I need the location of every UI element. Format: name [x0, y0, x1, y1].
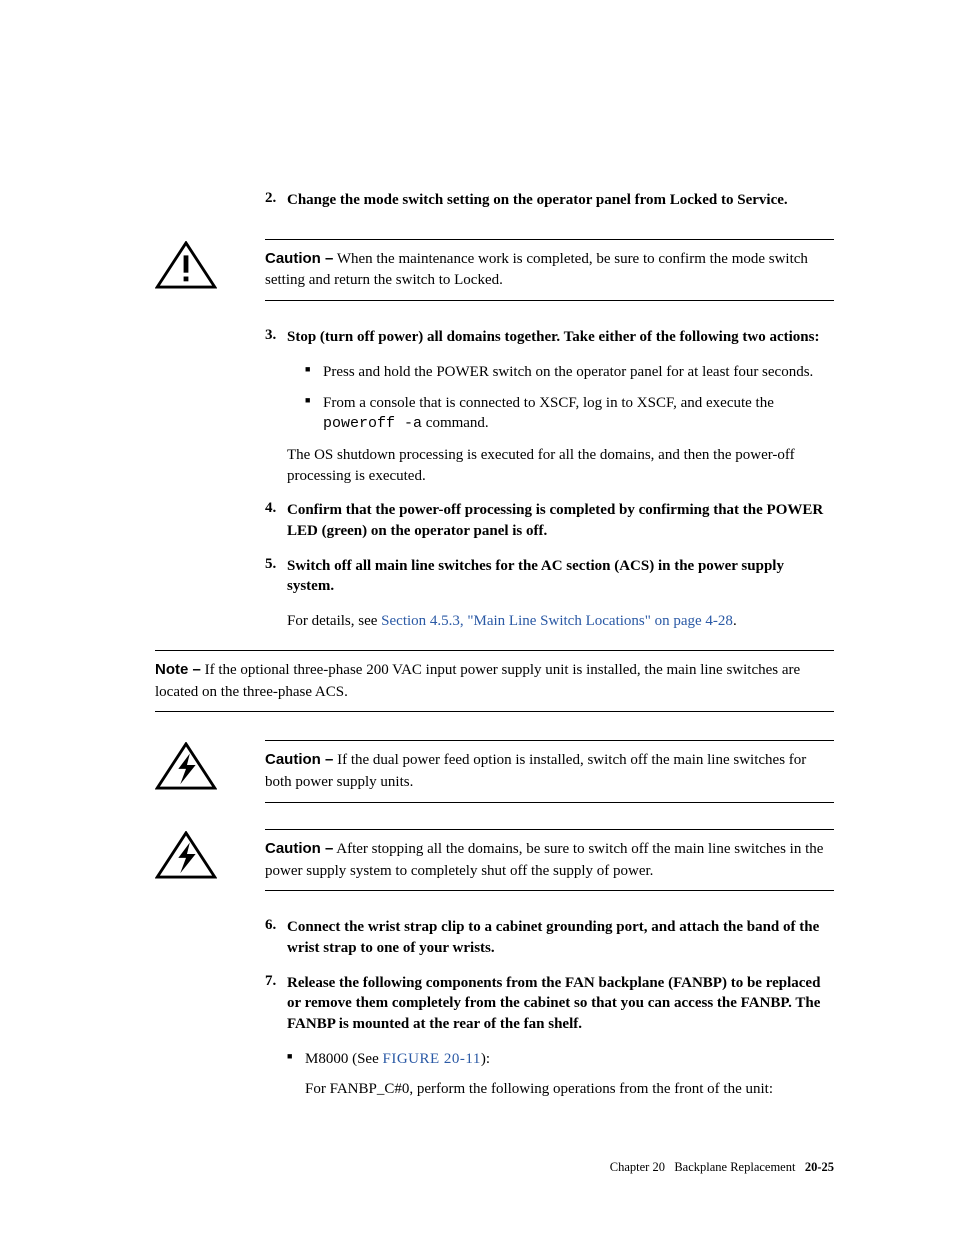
list-item: From a console that is connected to XSCF… [305, 393, 834, 435]
caution-body: Caution – If the dual power feed option … [265, 749, 834, 794]
step-number: 3. [265, 327, 287, 348]
step-number: 6. [265, 917, 287, 958]
list-item: Press and hold the POWER switch on the o… [305, 362, 834, 383]
step-6: 6. Connect the wrist strap clip to a cab… [265, 917, 834, 958]
step-number: 7. [265, 973, 287, 1035]
text: ): [481, 1051, 490, 1067]
caution-box-2: Caution – If the dual power feed option … [155, 740, 834, 803]
step-text: Switch off all main line switches for th… [287, 556, 834, 597]
footer-page: 20-25 [805, 1160, 834, 1174]
note-label: Note – [155, 661, 201, 678]
command-text: poweroff -a [323, 415, 422, 432]
step-3-bullets: Press and hold the POWER switch on the o… [305, 362, 834, 435]
step-5-follow: For details, see Section 4.5.3, "Main Li… [287, 611, 834, 632]
note-text: If the optional three-phase 200 VAC inpu… [155, 662, 800, 700]
footer-title: Backplane Replacement [674, 1160, 795, 1174]
step-text: Connect the wrist strap clip to a cabine… [287, 917, 834, 958]
footer-chapter: Chapter 20 [610, 1160, 665, 1174]
caution-icon [155, 241, 217, 294]
note-box: Note – If the optional three-phase 200 V… [155, 650, 834, 713]
step-2: 2. Change the mode switch setting on the… [265, 190, 834, 211]
caution-label: Caution – [265, 751, 333, 768]
page-footer: Chapter 20 Backplane Replacement 20-25 [610, 1160, 834, 1175]
electric-hazard-icon [155, 831, 217, 884]
caution-text: After stopping all the domains, be sure … [265, 841, 823, 879]
step-7: 7. Release the following components from… [265, 973, 834, 1035]
step-4: 4. Confirm that the power-off processing… [265, 500, 834, 541]
step-3-follow: The OS shutdown processing is executed f… [287, 445, 834, 486]
text: From a console that is connected to XSCF… [323, 395, 774, 411]
caution-body: Caution – After stopping all the domains… [265, 838, 834, 883]
text: For details, see [287, 613, 381, 629]
caution-text: If the dual power feed option is install… [265, 752, 806, 790]
caution-label: Caution – [265, 840, 333, 857]
caution-box-3: Caution – After stopping all the domains… [155, 829, 834, 892]
step-5: 5. Switch off all main line switches for… [265, 556, 834, 597]
text: . [733, 613, 737, 629]
step-text: Release the following components from th… [287, 973, 834, 1035]
xref-link[interactable]: FIGURE 20-11 [383, 1051, 481, 1067]
text: command. [422, 415, 489, 431]
note-body: Note – If the optional three-phase 200 V… [155, 659, 834, 704]
list-item-follow: For FANBP_C#0, perform the following ope… [305, 1079, 834, 1100]
step-7-bullets: M8000 (See FIGURE 20-11): For FANBP_C#0,… [287, 1049, 834, 1100]
step-text: Stop (turn off power) all domains togeth… [287, 327, 834, 348]
step-text: Confirm that the power-off processing is… [287, 500, 834, 541]
step-number: 4. [265, 500, 287, 541]
step-3: 3. Stop (turn off power) all domains tog… [265, 327, 834, 348]
caution-label: Caution – [265, 250, 333, 267]
list-item: M8000 (See FIGURE 20-11): For FANBP_C#0,… [287, 1049, 834, 1100]
caution-body: Caution – When the maintenance work is c… [265, 248, 834, 293]
step-text: Change the mode switch setting on the op… [287, 190, 834, 211]
step-number: 5. [265, 556, 287, 597]
electric-hazard-icon [155, 742, 217, 795]
text: M8000 (See [305, 1051, 383, 1067]
xref-link[interactable]: Section 4.5.3, "Main Line Switch Locatio… [381, 613, 733, 629]
caution-box-1: Caution – When the maintenance work is c… [155, 239, 834, 302]
caution-text: When the maintenance work is completed, … [265, 251, 808, 289]
step-number: 2. [265, 190, 287, 211]
